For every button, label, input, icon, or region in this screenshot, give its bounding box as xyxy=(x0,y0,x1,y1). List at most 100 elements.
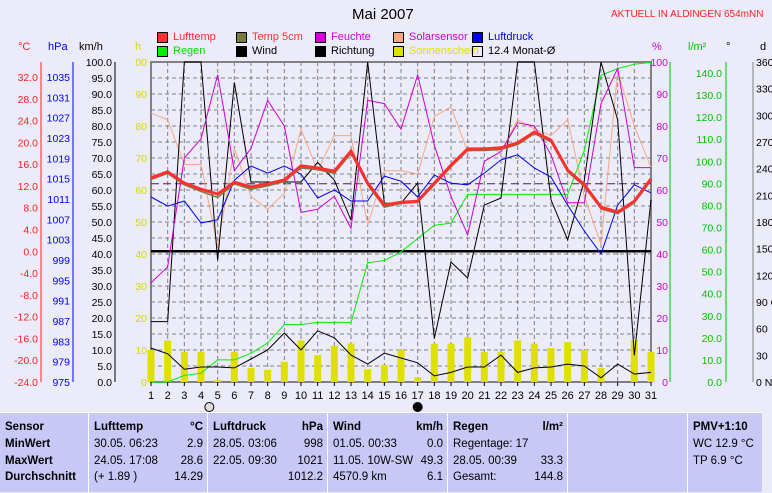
direction-axis-tick-label: 90 O xyxy=(756,297,772,309)
cell-value: Gesamt: xyxy=(453,471,497,483)
sun-axis-unit: h xyxy=(135,41,141,53)
cell-number: 49.3 xyxy=(420,454,443,467)
sunshine-bar xyxy=(414,377,422,382)
legend-item-richtung: Richtung xyxy=(315,45,374,57)
x-tick-label: 12 xyxy=(328,390,340,402)
x-tick-label: 8 xyxy=(265,390,271,402)
cell-value: 01.05. 00:33 xyxy=(333,438,397,450)
cell-number: 0.0 xyxy=(427,438,443,450)
direction-axis-tick-label: 330 xyxy=(756,84,772,96)
series-solarsensor-line xyxy=(150,71,652,248)
series-lufttemp-line xyxy=(150,130,653,214)
x-tick-label: 14 xyxy=(362,390,374,402)
direction-axis-tick-label: 300 xyxy=(756,110,772,122)
pressure-axis-tick-label: 1015 xyxy=(47,174,71,186)
temp-axis-tick-label: -4.0 xyxy=(20,268,38,280)
legend-swatch xyxy=(472,45,483,57)
x-tick-label: 7 xyxy=(248,390,254,402)
cell-value: (+ 1.89 ) xyxy=(94,471,138,483)
direction-axis-tick-label: 240 xyxy=(756,164,772,176)
x-tick-label: 26 xyxy=(562,390,574,402)
wind-axis-tick-label: 15.0 xyxy=(92,329,113,341)
wind-axis-tick-label: 20.0 xyxy=(92,313,113,325)
wind-axis-tick-label: 65.0 xyxy=(92,169,113,181)
x-tick-label: 20 xyxy=(462,390,474,402)
direction-axis-unit: ° xyxy=(726,41,730,53)
temp-axis-tick-label: 20.0 xyxy=(18,137,39,149)
wind-axis-tick-label: 85.0 xyxy=(92,105,113,117)
humidity-axis-tick-label: 20 xyxy=(656,313,668,325)
pressure-axis-tick-label: 1035 xyxy=(47,72,71,84)
plot-frame xyxy=(150,61,652,383)
sunshine-bar xyxy=(530,343,538,382)
legend-item-regen: Regen xyxy=(157,45,205,57)
temp-axis-unit: °C xyxy=(18,41,30,53)
legend-item-temp-5cm: Temp 5cm xyxy=(236,31,303,43)
legend-swatch xyxy=(315,31,326,43)
humidity-axis-unit: % xyxy=(652,41,662,53)
chart-title: Mai 2007 xyxy=(352,6,414,23)
legend-item-solarsensor: Solarsensor xyxy=(393,31,468,43)
legend-label: Temp 5cm xyxy=(252,31,303,43)
legend-label: Richtung xyxy=(331,45,375,57)
sunshine-bar xyxy=(397,350,405,382)
direction-axis-tick-label: 0 N xyxy=(756,377,772,389)
column-title: Sensor xyxy=(5,421,44,433)
sun-axis-tick-label: 100 xyxy=(129,57,147,69)
table-column-lufttemp: Lufttemp °C 30.05. 06:23 2.9 24.05. 17:08 28.… xyxy=(88,413,207,493)
cell-number: 14.29 xyxy=(174,471,203,483)
temp-axis-tick-label: -8.0 xyxy=(20,290,38,302)
sun-axis-tick-label: 20 xyxy=(135,313,147,325)
humidity-axis-tick-label: 100 xyxy=(650,57,668,69)
temp-axis-tick-label: 28.0 xyxy=(18,94,39,106)
wind-axis-tick-label: 55.0 xyxy=(92,201,113,213)
temp-axis-tick-label: 4.0 xyxy=(23,225,38,237)
cell-value: TP 6.9 °C xyxy=(693,454,743,467)
sun-axis-tick-label: 0 xyxy=(141,377,147,389)
pressure-axis-tick-label: 975 xyxy=(52,377,70,389)
x-tick-label: 31 xyxy=(645,390,657,402)
legend-swatch xyxy=(236,45,247,57)
sunshine-bar xyxy=(247,367,255,382)
legend-swatch xyxy=(472,31,483,43)
sun-axis-tick-label: 80 xyxy=(135,121,147,133)
humidity-axis-tick-label: 90 xyxy=(656,89,668,101)
column-unit: km/h xyxy=(416,421,443,433)
pressure-axis-tick-label: 987 xyxy=(52,316,70,328)
rain-axis-tick-label: 50.0 xyxy=(702,267,723,279)
series-luftdruck-line xyxy=(150,154,652,255)
cell-number: 2.9 xyxy=(187,438,203,450)
cell-value: 4570.9 km xyxy=(333,471,387,483)
pressure-axis-tick-label: 1023 xyxy=(47,133,71,145)
table-column-empty xyxy=(567,413,687,493)
row-label: MinWert xyxy=(5,438,51,450)
humidity-axis-tick-label: 30 xyxy=(656,281,668,293)
pressure-axis-tick-label: 1003 xyxy=(47,235,71,247)
full-moon-icon xyxy=(204,402,215,412)
wind-axis-tick-label: 95.0 xyxy=(92,73,113,85)
cell-value: 22.05. 09:30 xyxy=(213,454,277,467)
sun-axis-tick-label: 50 xyxy=(135,217,147,229)
wind-axis-tick-label: 75.0 xyxy=(92,137,113,149)
humidity-axis-tick-label: 60 xyxy=(656,185,668,197)
row-label: Durchschnitt xyxy=(5,471,76,483)
wind-axis-tick-label: 90.0 xyxy=(92,89,113,101)
sunshine-bar xyxy=(297,340,305,382)
sunshine-bar xyxy=(597,367,605,382)
rain-axis-tick-label: 90.0 xyxy=(702,178,723,190)
column-unit: hPa xyxy=(301,421,323,433)
wind-axis-tick-label: 45.0 xyxy=(92,233,113,245)
cell-value: 28.05. 00:39 xyxy=(453,454,517,467)
direction-axis-unit-d: d xyxy=(760,41,766,53)
cell-number: 28.6 xyxy=(180,454,203,467)
wind-axis-unit: km/h xyxy=(79,41,103,53)
legend-label: Luftdruck xyxy=(488,31,534,43)
x-tick-label: 2 xyxy=(165,390,171,402)
sunshine-bar xyxy=(497,351,505,382)
temp-axis-tick-label: 32.0 xyxy=(18,72,39,84)
legend-label: Wind xyxy=(252,45,278,57)
sunshine-bar xyxy=(147,350,155,382)
x-tick-label: 11 xyxy=(312,390,323,402)
pressure-axis-tick-label: 1007 xyxy=(47,214,71,226)
sunshine-bar xyxy=(314,355,322,382)
